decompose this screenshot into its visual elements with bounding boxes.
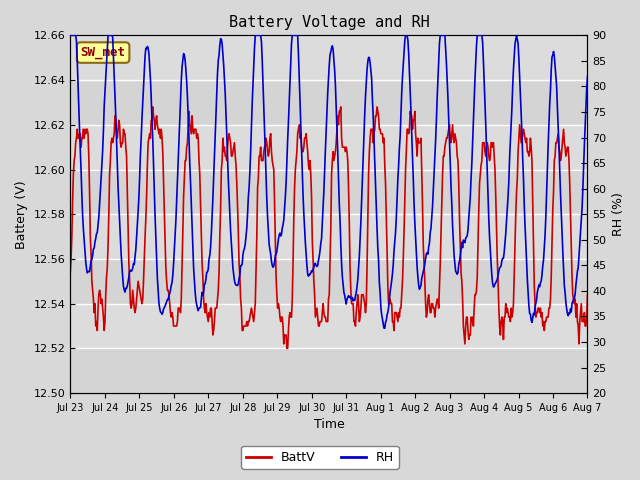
RH <box>502 218 510 224</box>
RH <box>584 73 591 79</box>
RH <box>381 325 388 331</box>
RH <box>204 266 212 272</box>
Y-axis label: RH (%): RH (%) <box>612 192 625 236</box>
Title: Battery Voltage and RH: Battery Voltage and RH <box>228 15 429 30</box>
Bar <box>70 80 588 125</box>
Legend: BattV, RH: BattV, RH <box>241 446 399 469</box>
Text: SW_met: SW_met <box>81 46 125 59</box>
BattV <box>584 292 591 298</box>
RH <box>236 276 243 281</box>
Bar <box>70 169 588 214</box>
BattV <box>149 104 157 110</box>
X-axis label: Time: Time <box>314 419 344 432</box>
RH <box>150 188 158 193</box>
BattV <box>536 305 544 311</box>
BattV <box>504 305 511 311</box>
RH <box>81 248 89 253</box>
BattV <box>81 126 89 132</box>
Bar <box>70 259 588 304</box>
Line: BattV: BattV <box>70 107 588 348</box>
BattV <box>205 310 213 315</box>
BattV <box>283 346 291 351</box>
Line: RH: RH <box>70 36 588 328</box>
RH <box>536 284 543 289</box>
Y-axis label: Battery (V): Battery (V) <box>15 180 28 249</box>
BattV <box>151 126 159 132</box>
BattV <box>67 269 74 275</box>
Bar <box>70 348 588 393</box>
BattV <box>236 274 244 280</box>
RH <box>67 33 74 38</box>
